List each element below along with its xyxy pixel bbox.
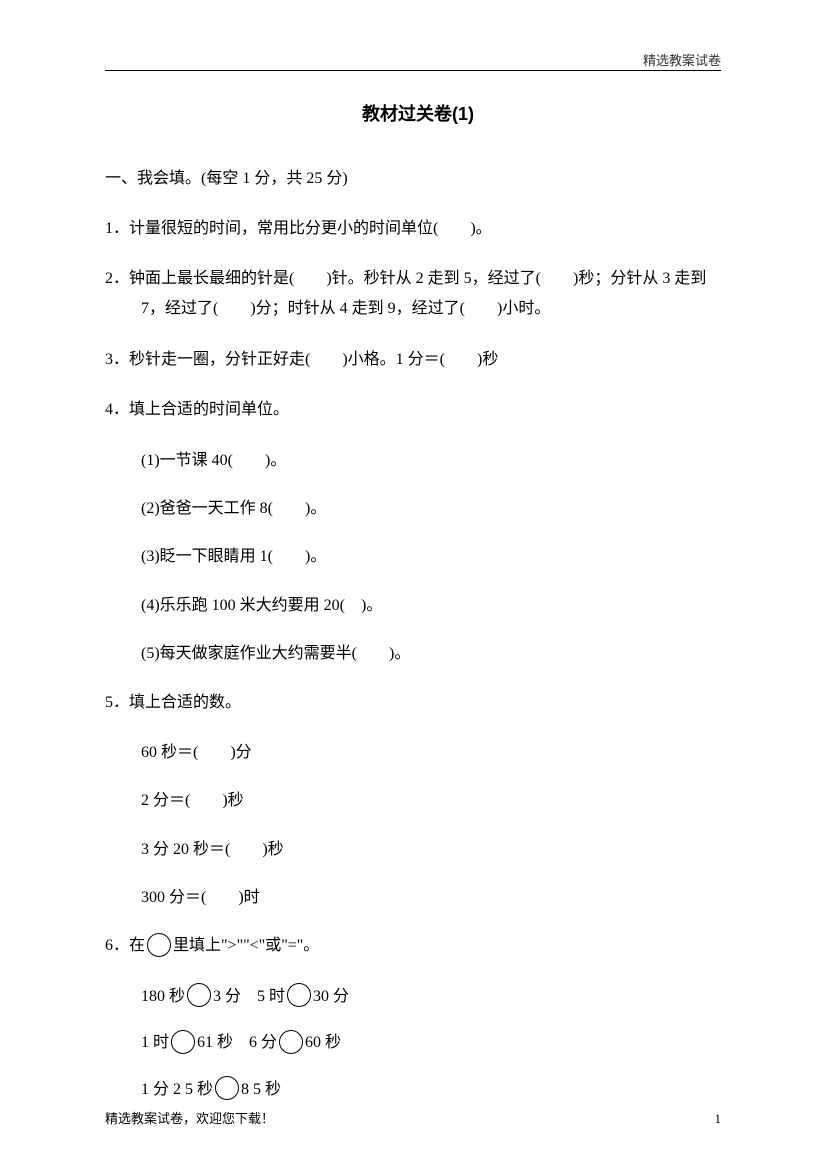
section-1-head: 一、我会填。(每空 1 分，共 25 分) xyxy=(105,166,731,192)
q2: 2．钟面上最长最细的针是( )针。秒针从 2 走到 5，经过了( )秒；分针从 … xyxy=(105,264,731,325)
circle-icon xyxy=(279,1030,303,1054)
q4-s2: (2)爸爸一天工作 8( )。 xyxy=(141,494,731,524)
q1: 1．计量很短的时间，常用比分更小的时间单位( )。 xyxy=(105,214,731,244)
q5-stem: 5．填上合适的数。 xyxy=(105,688,731,718)
q6-l1d: 30 分 xyxy=(313,988,349,1005)
circle-icon xyxy=(147,933,171,957)
doc-title: 教材过关卷(1) xyxy=(105,100,731,126)
q4-stem: 4．填上合适的时间单位。 xyxy=(105,395,731,425)
q5-s4: 300 分＝( )时 xyxy=(141,883,731,913)
circle-icon xyxy=(287,983,311,1007)
page: 精选教案试卷 教材过关卷(1) 一、我会填。(每空 1 分，共 25 分) 1．… xyxy=(0,0,826,1169)
q4-s1: (1)一节课 40( )。 xyxy=(141,446,731,476)
q6-line3: 1 分 2 5 秒 8 5 秒 xyxy=(141,1075,731,1105)
q6-l3a: 1 分 2 5 秒 xyxy=(141,1081,213,1098)
q5-s3: 3 分 20 秒＝( )秒 xyxy=(141,835,731,865)
circle-icon xyxy=(215,1076,239,1100)
footer-left-text: 精选教案试卷，欢迎您下载！ xyxy=(105,1108,274,1127)
q5-s2: 2 分＝( )秒 xyxy=(141,786,731,816)
header-right-text: 精选教案试卷 xyxy=(643,50,721,69)
q6-l3b: 8 5 秒 xyxy=(241,1081,281,1098)
q6-stem-post: 里填上">""<"或"="。 xyxy=(173,937,319,954)
q6-l1c: 5 时 xyxy=(257,988,285,1005)
q4-s5: (5)每天做家庭作业大约需要半( )。 xyxy=(141,639,731,669)
q4-s3: (3)眨一下眼睛用 1( )。 xyxy=(141,542,731,572)
q6-stem: 6．在 里填上">""<"或"="。 xyxy=(105,931,731,961)
circle-icon xyxy=(171,1030,195,1054)
q4-s4: (4)乐乐跑 100 米大约要用 20( )。 xyxy=(141,591,731,621)
q5-s1: 60 秒＝( )分 xyxy=(141,738,731,768)
q3: 3．秒针走一圈，分针正好走( )小格。1 分＝( )秒 xyxy=(105,345,731,375)
q6-l1a: 180 秒 xyxy=(141,988,185,1005)
q6-stem-pre: 6．在 xyxy=(105,937,145,954)
q6-line2: 1 时 61 秒 6 分 60 秒 xyxy=(141,1028,731,1058)
q6-line1: 180 秒 3 分 5 时 30 分 xyxy=(141,982,731,1012)
header-rule xyxy=(105,70,721,71)
q6-l2b: 61 秒 xyxy=(197,1034,233,1051)
q6-l2a: 1 时 xyxy=(141,1034,169,1051)
q6-l2c: 6 分 xyxy=(249,1034,277,1051)
q6-l2d: 60 秒 xyxy=(305,1034,341,1051)
q6-l1b: 3 分 xyxy=(213,988,241,1005)
circle-icon xyxy=(187,983,211,1007)
page-number: 1 xyxy=(715,1111,722,1127)
